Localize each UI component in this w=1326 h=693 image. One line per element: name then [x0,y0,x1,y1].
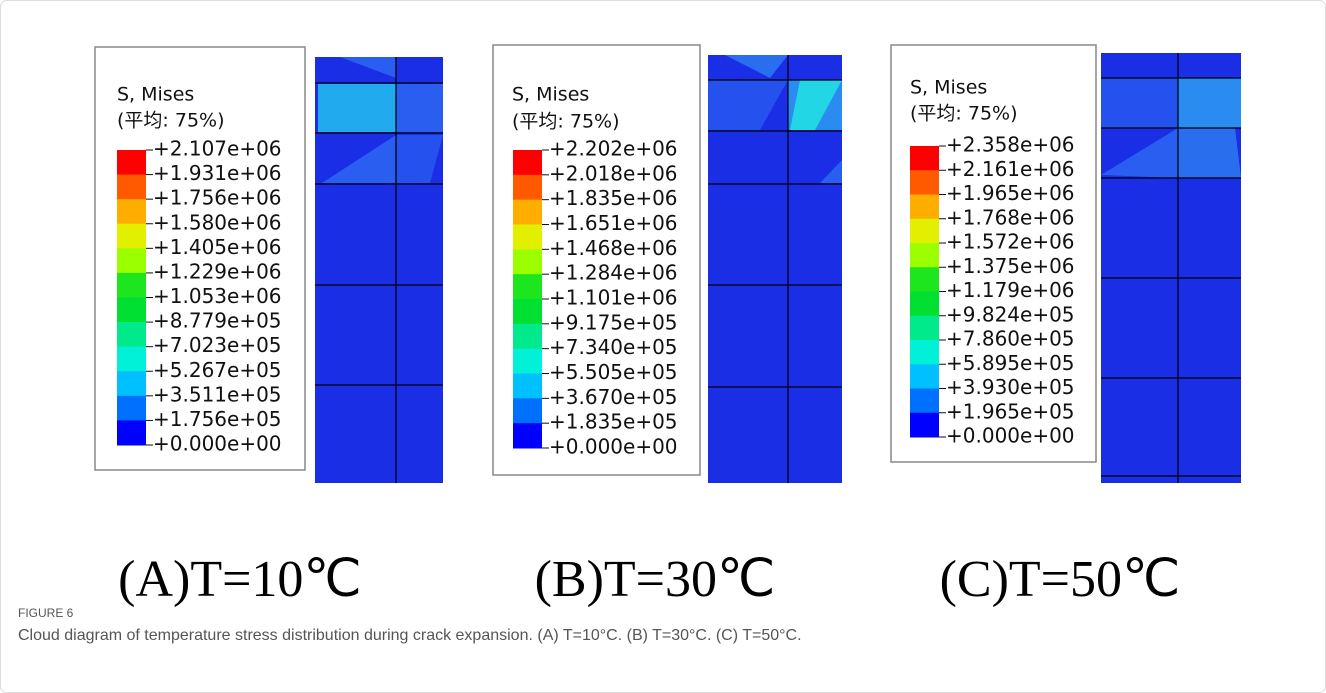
legend-level: +1.651e+06 [549,211,678,235]
legend-level: +1.572e+06 [946,230,1075,254]
legend-level: +2.358e+06 [946,133,1075,157]
legend-subtitle: (平均: 75%) [117,110,225,132]
panel-caption: (A)T=10℃ [118,551,362,608]
color-band [117,248,146,273]
legend-level: +9.175e+05 [549,310,678,334]
color-band [117,224,146,249]
color-band [513,225,542,250]
legend-level: +1.835e+06 [549,186,678,210]
color-band [117,347,146,372]
color-band [513,324,542,349]
color-band [117,298,146,323]
legend-level: +1.580e+06 [153,210,282,234]
color-band [513,349,542,374]
color-band [513,175,542,200]
color-band [117,150,146,175]
panel-caption: (C)T=50℃ [940,551,1181,608]
legend-level: +1.229e+06 [153,259,282,283]
color-band [910,364,939,389]
legend-level: +3.930e+05 [946,375,1075,399]
legend-level: +2.107e+06 [153,137,282,161]
color-band [513,374,542,399]
legend-level: +8.779e+05 [153,309,282,333]
contour-plot [315,57,443,483]
legend-level: +1.375e+06 [946,254,1075,278]
color-band [513,150,542,175]
legend-title: S, Mises [512,84,589,106]
color-band [513,274,542,299]
contour-plot [708,55,842,483]
legend-level: +1.468e+06 [549,236,678,260]
color-band [513,398,542,423]
color-band [117,420,146,445]
color-band [910,413,939,438]
color-band [910,340,939,365]
color-band [117,371,146,396]
legend-level: +1.405e+06 [153,235,282,259]
figure-caption: Cloud diagram of temperature stress dist… [18,627,802,644]
contour-plot [1101,53,1241,483]
color-band [910,316,939,341]
legend-subtitle: (平均: 75%) [910,103,1018,125]
legend-level: +5.267e+05 [153,358,282,382]
color-band [910,170,939,195]
color-band [513,249,542,274]
color-band [117,273,146,298]
color-band [910,195,939,220]
color-band [910,146,939,171]
color-band [117,322,146,347]
legend-level: +1.284e+06 [549,261,678,285]
panel-caption: (B)T=30℃ [535,551,776,608]
legend-level: +9.824e+05 [946,302,1075,326]
legend-level: +3.511e+05 [153,382,282,406]
color-band [513,423,542,448]
legend-level: +1.965e+06 [946,181,1075,205]
figure-label: FIGURE 6 [18,606,74,620]
legend-level: +1.053e+06 [153,284,282,308]
legend-level: +1.835e+05 [549,410,678,434]
legend-level: +1.756e+06 [153,186,282,210]
color-band [910,292,939,317]
legend-level: +0.000e+00 [549,435,678,459]
legend-title: S, Mises [910,77,987,99]
color-band [910,243,939,268]
color-band [117,396,146,421]
legend-level: +0.000e+00 [153,432,282,456]
legend-level: +1.756e+05 [153,407,282,431]
legend-level: +2.202e+06 [549,137,678,161]
color-band [117,199,146,224]
legend-level: +5.895e+05 [946,351,1075,375]
legend-level: +3.670e+05 [549,385,678,409]
legend-title: S, Mises [117,84,194,106]
color-band [910,219,939,244]
legend-subtitle: (平均: 75%) [512,111,620,133]
legend-level: +1.101e+06 [549,286,678,310]
color-band [910,389,939,414]
color-band [117,175,146,200]
legend-level: +7.340e+05 [549,335,678,359]
legend-level: +1.179e+06 [946,278,1075,302]
color-band [513,200,542,225]
legend-level: +1.965e+05 [946,399,1075,423]
color-band [513,299,542,324]
legend-level: +2.018e+06 [549,161,678,185]
legend-level: +2.161e+06 [946,157,1075,181]
color-band [910,267,939,292]
legend-level: +0.000e+00 [946,424,1075,448]
legend-level: +7.023e+05 [153,333,282,357]
legend-level: +7.860e+05 [946,327,1075,351]
figure: FIGURE 6 Cloud diagram of temperature st… [0,0,1326,693]
legend-level: +5.505e+05 [549,360,678,384]
legend-level: +1.931e+06 [153,161,282,185]
legend-level: +1.768e+06 [946,205,1075,229]
